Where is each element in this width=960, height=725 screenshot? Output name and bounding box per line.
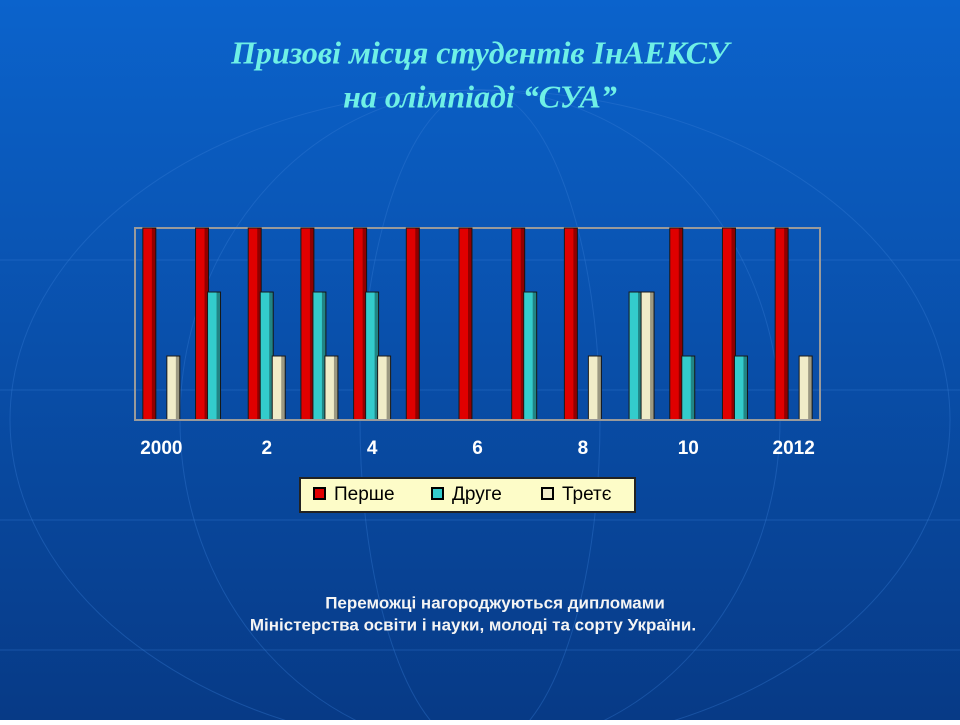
bar bbox=[259, 291, 274, 421]
x-tick-label: 8 bbox=[578, 438, 589, 459]
bar bbox=[166, 355, 181, 421]
bar-side bbox=[468, 228, 472, 420]
x-tick-label: 4 bbox=[367, 438, 378, 459]
bar-side bbox=[321, 292, 326, 420]
bar bbox=[312, 291, 327, 421]
bar-side bbox=[415, 228, 420, 420]
bar bbox=[587, 355, 602, 421]
bar-side bbox=[309, 228, 314, 420]
bar-side bbox=[333, 356, 338, 420]
bar-side bbox=[638, 292, 643, 420]
bar-side bbox=[281, 356, 286, 420]
bar-side bbox=[216, 292, 221, 420]
bar bbox=[405, 227, 420, 421]
x-tick-label: 2012 bbox=[773, 438, 815, 459]
bar-side bbox=[573, 228, 578, 420]
bar bbox=[247, 227, 262, 421]
bar bbox=[563, 227, 578, 421]
x-tick-label: 2 bbox=[261, 438, 272, 459]
bar bbox=[353, 227, 368, 421]
legend-swatch bbox=[431, 487, 444, 500]
bar-side bbox=[386, 356, 391, 420]
bar bbox=[365, 291, 380, 421]
x-tick-label: 2000 bbox=[140, 438, 182, 459]
note: Переможці нагороджуються дипломами bbox=[325, 593, 665, 612]
bar bbox=[511, 227, 526, 421]
bar bbox=[640, 291, 655, 421]
bar-side bbox=[597, 356, 602, 420]
bar bbox=[195, 227, 210, 421]
bar bbox=[300, 227, 315, 421]
bar bbox=[798, 355, 813, 421]
bar bbox=[271, 355, 286, 421]
bar-side bbox=[650, 292, 655, 420]
bar-side bbox=[678, 228, 683, 420]
bar-side bbox=[257, 228, 262, 420]
bar bbox=[669, 227, 684, 421]
bar bbox=[681, 355, 696, 421]
bar-side bbox=[784, 228, 789, 420]
bar bbox=[458, 227, 473, 421]
bar-side bbox=[175, 356, 180, 420]
x-tick-label: 6 bbox=[472, 438, 483, 459]
legend-box bbox=[299, 477, 636, 513]
bar-side bbox=[743, 356, 748, 420]
legend-swatch bbox=[541, 487, 554, 500]
bar-side bbox=[204, 228, 209, 420]
bar bbox=[324, 355, 339, 421]
legend-label: Третє bbox=[562, 484, 612, 505]
legend-swatch bbox=[313, 487, 326, 500]
bar bbox=[207, 291, 222, 421]
note: Міністерства освіти і науки, молоді та с… bbox=[250, 615, 696, 634]
bar bbox=[523, 291, 538, 421]
bar-side bbox=[532, 292, 537, 420]
bar-side bbox=[362, 228, 367, 420]
chart-subtitle: на олімпіаді “СУА” bbox=[343, 78, 617, 114]
bar bbox=[733, 355, 748, 421]
bar bbox=[721, 227, 736, 421]
bar-side bbox=[808, 356, 813, 420]
bar bbox=[628, 291, 643, 421]
bar bbox=[774, 227, 789, 421]
bar-side bbox=[269, 292, 274, 420]
bar-side bbox=[731, 228, 736, 420]
bar-side bbox=[690, 356, 695, 420]
bar-side bbox=[151, 228, 156, 420]
bar bbox=[377, 355, 392, 421]
x-tick-label: 10 bbox=[678, 438, 699, 459]
bar bbox=[142, 227, 157, 421]
bar-side bbox=[520, 228, 525, 420]
chart-title: Призові місця студентів ІнАЕКСУ bbox=[230, 34, 733, 70]
legend-label: Перше bbox=[334, 484, 395, 505]
bar-side bbox=[374, 292, 379, 420]
legend-label: Друге bbox=[452, 484, 502, 505]
